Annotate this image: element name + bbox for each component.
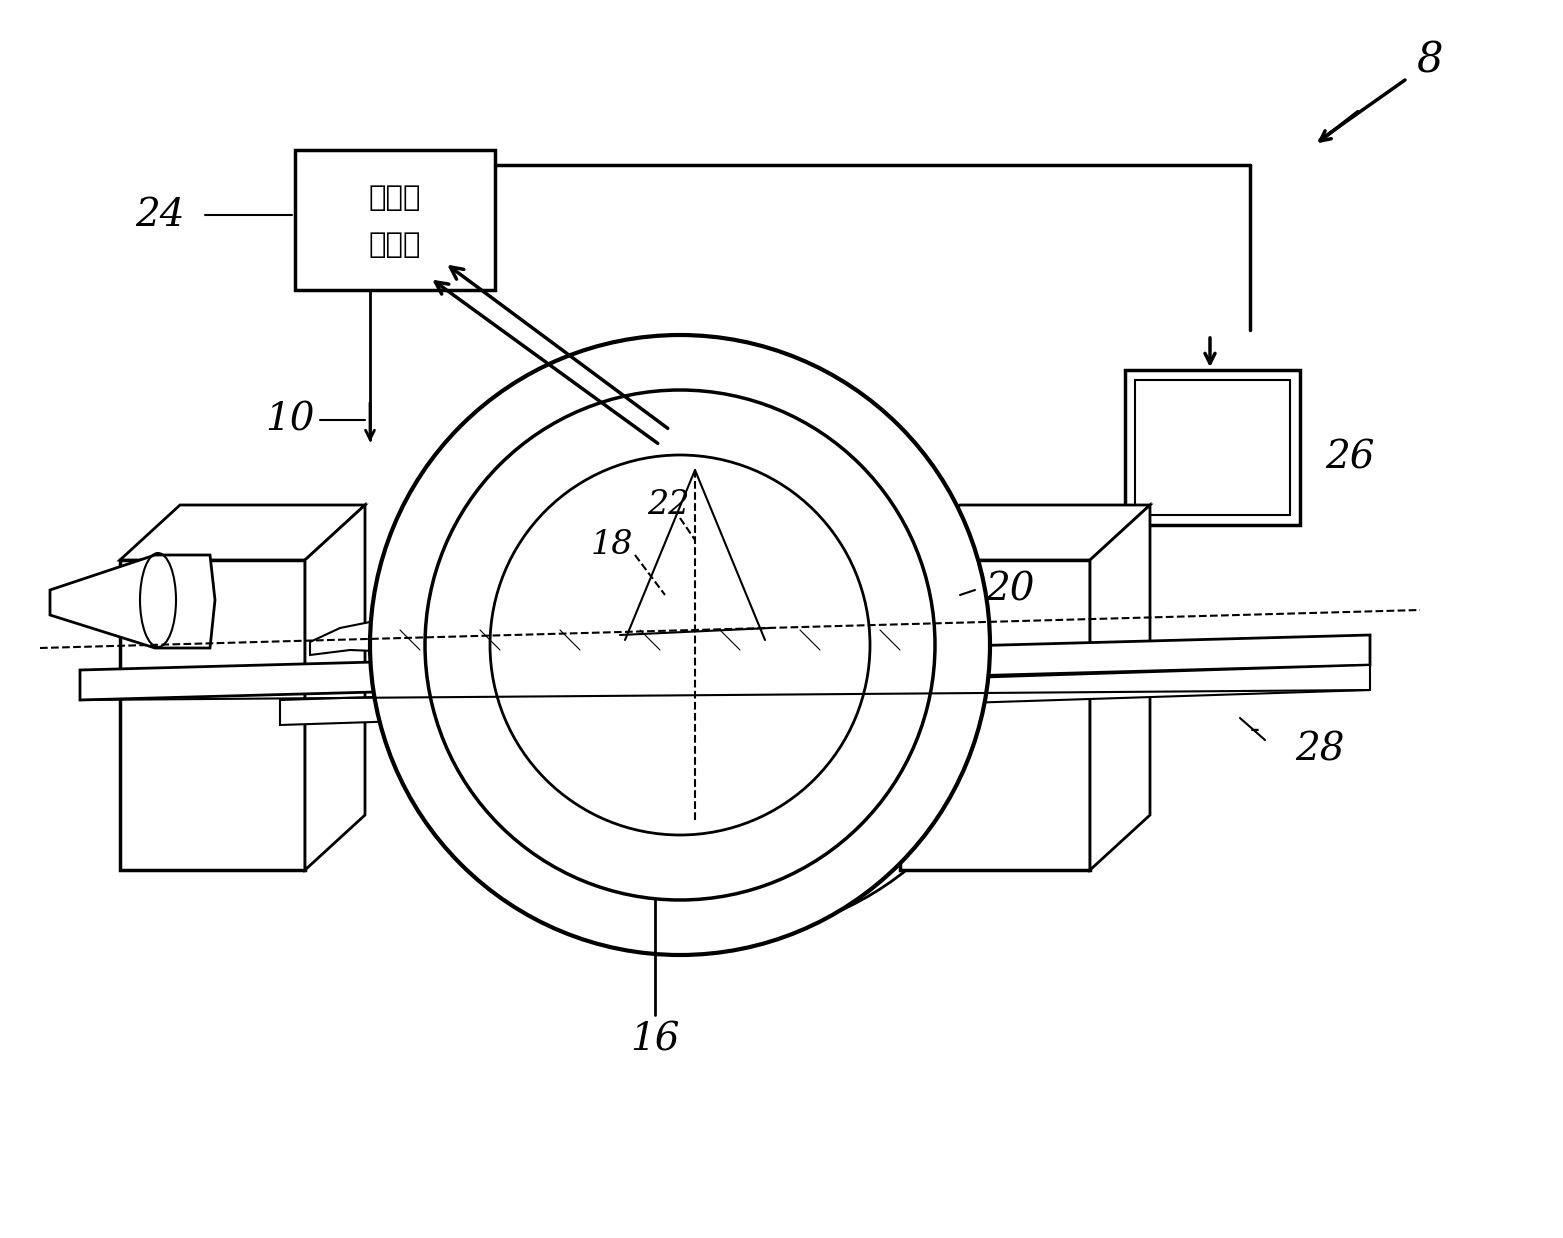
Polygon shape: [280, 665, 1371, 725]
Polygon shape: [900, 505, 1150, 560]
Polygon shape: [80, 635, 1371, 699]
Text: -: -: [1250, 716, 1260, 744]
Bar: [1125, 370, 1300, 525]
Polygon shape: [50, 555, 216, 647]
Ellipse shape: [370, 335, 989, 954]
Bar: [1135, 380, 1289, 515]
Bar: [900, 560, 1089, 870]
Text: 子系统: 子系统: [369, 232, 422, 259]
Ellipse shape: [425, 390, 935, 900]
Text: 20: 20: [985, 572, 1035, 609]
Polygon shape: [1089, 505, 1150, 870]
Ellipse shape: [489, 456, 871, 834]
Text: 22: 22: [647, 489, 689, 521]
Text: 10: 10: [266, 401, 314, 438]
Text: 8: 8: [1416, 40, 1443, 80]
Text: 计算机: 计算机: [369, 184, 422, 212]
Text: 24: 24: [136, 197, 184, 234]
Circle shape: [932, 607, 988, 664]
Bar: [295, 150, 495, 290]
Text: 26: 26: [1325, 439, 1374, 475]
Polygon shape: [120, 505, 366, 560]
Text: 18: 18: [591, 529, 633, 561]
Text: 28: 28: [1296, 732, 1344, 769]
Polygon shape: [305, 505, 366, 870]
Bar: [120, 560, 305, 870]
Text: 16: 16: [630, 1021, 680, 1058]
Polygon shape: [309, 614, 930, 660]
